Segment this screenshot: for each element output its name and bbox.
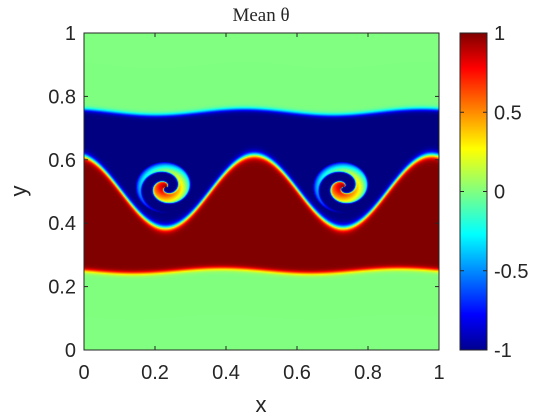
x-tick-label: 0.6 [283, 362, 311, 384]
colorbar-ticks: -1 -0.5 0 0.5 1 [460, 23, 528, 362]
y-tick-label: 0.2 [48, 277, 76, 299]
x-tick-label: 0.4 [212, 362, 240, 384]
colorbar-tick-label: -0.5 [494, 261, 528, 283]
heatmap-field [84, 33, 439, 350]
y-tick-label: 0.6 [48, 150, 76, 172]
colorbar-tick-label: 0 [494, 182, 505, 204]
y-tick-label: 1 [65, 23, 76, 45]
x-tick-label: 1 [433, 362, 444, 384]
chart-title: Mean θ [232, 5, 289, 26]
x-tick-label: 0 [78, 362, 89, 384]
y-axis-label: y [6, 186, 31, 197]
x-tick-label: 0.8 [354, 362, 382, 384]
x-tick-label: 0.2 [141, 362, 169, 384]
y-axis: 0 0.2 0.4 0.6 0.8 1 [48, 23, 439, 362]
colorbar-tick-label: -1 [494, 340, 512, 362]
y-tick-label: 0.8 [48, 86, 76, 108]
colorbar-tick-label: 0.5 [494, 102, 522, 124]
colorbar-tick-label: 1 [494, 23, 505, 45]
x-axis: 0 0.2 0.4 0.6 0.8 1 [78, 33, 445, 384]
plot-frame [83, 32, 440, 351]
y-tick-label: 0 [65, 340, 76, 362]
y-tick-label: 0.4 [48, 213, 76, 235]
plot-area [84, 33, 439, 350]
colorbar [460, 33, 487, 350]
x-axis-label: x [256, 392, 267, 417]
